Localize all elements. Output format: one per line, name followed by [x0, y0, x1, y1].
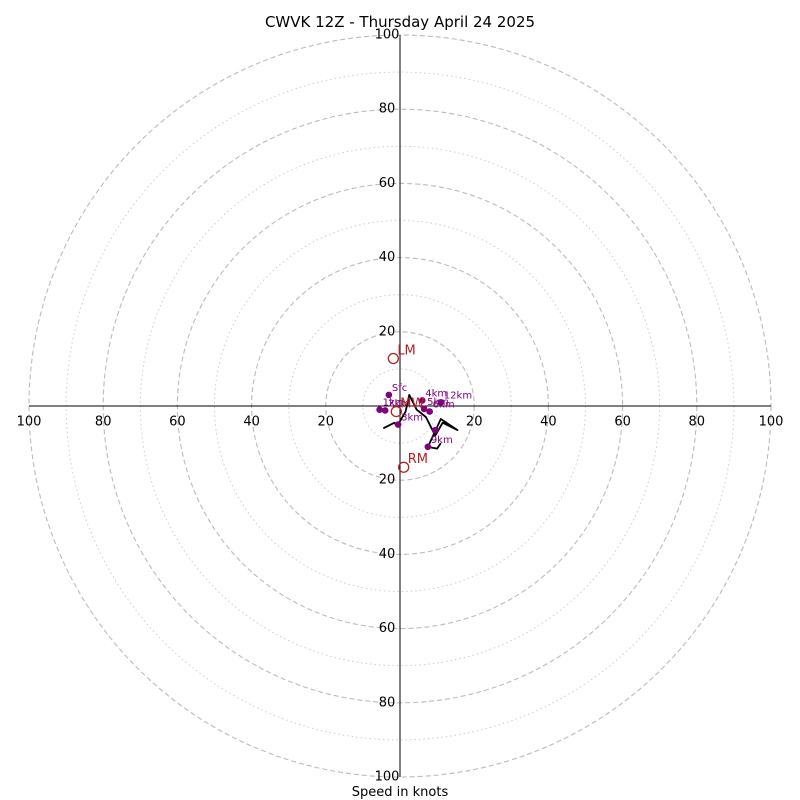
- storm-motion-markers: LM RM MW: [387, 344, 428, 473]
- x-tick-label: 100: [17, 415, 42, 430]
- height-point: [424, 443, 432, 451]
- storm-motion-label: MW: [400, 397, 424, 412]
- height-point: [376, 406, 383, 414]
- chart-title: CWVK 12Z - Thursday April 24 2025: [265, 13, 535, 31]
- x-tick-label: 60: [614, 415, 631, 430]
- tick-labels: 100 100 100 100 80 80 80 80 60 60 60 60 40 40 40 40 20 20…: [17, 28, 784, 785]
- y-tick-label: 20: [379, 473, 396, 488]
- x-axis-label: Speed in knots: [352, 785, 449, 800]
- storm-motion-label: RM: [408, 452, 428, 467]
- x-tick-label: 40: [540, 415, 557, 430]
- height-point-label: 12km: [444, 390, 472, 401]
- y-tick-label: 20: [379, 324, 396, 339]
- x-tick-label: 80: [95, 415, 112, 430]
- height-point-label: Sfc: [392, 383, 407, 394]
- x-tick-label: 80: [689, 415, 706, 430]
- y-tick-label: 60: [379, 176, 396, 191]
- height-point: [420, 405, 428, 413]
- height-point-label: 3km: [401, 413, 423, 424]
- x-tick-label: 20: [466, 415, 483, 430]
- height-point-label: 4km: [425, 388, 447, 399]
- y-tick-label: 80: [379, 102, 396, 117]
- storm-motion-point: [387, 352, 399, 365]
- height-point-label: 6km: [433, 400, 455, 411]
- y-tick-label: 80: [379, 695, 396, 710]
- height-point: [381, 407, 389, 414]
- y-tick-label: 40: [379, 547, 396, 562]
- height-point: [385, 391, 393, 399]
- height-point: [394, 421, 402, 428]
- height-point: [437, 398, 445, 406]
- storm-motion-point: [398, 461, 410, 473]
- height-point-label: 9km: [431, 435, 453, 446]
- x-tick-label: 20: [318, 415, 335, 430]
- y-tick-label: 100: [375, 770, 400, 785]
- y-tick-label: 100: [375, 28, 400, 43]
- height-point: [418, 397, 426, 404]
- x-tick-label: 60: [169, 415, 186, 430]
- y-tick-label: 40: [379, 250, 396, 265]
- axes: [29, 35, 771, 777]
- storm-motion-point: [390, 405, 402, 418]
- height-point: [426, 408, 433, 415]
- storm-motion-label: LM: [397, 344, 415, 359]
- x-tick-label: 40: [243, 415, 260, 430]
- x-tick-label: 100: [759, 415, 784, 430]
- y-tick-label: 60: [379, 621, 396, 636]
- height-point-label: 1km: [383, 398, 405, 409]
- height-point-label: 2km: [388, 398, 410, 409]
- height-markers: Sfc1km2km3km4km5km6km12km9km: [376, 383, 472, 451]
- height-point: [431, 426, 439, 434]
